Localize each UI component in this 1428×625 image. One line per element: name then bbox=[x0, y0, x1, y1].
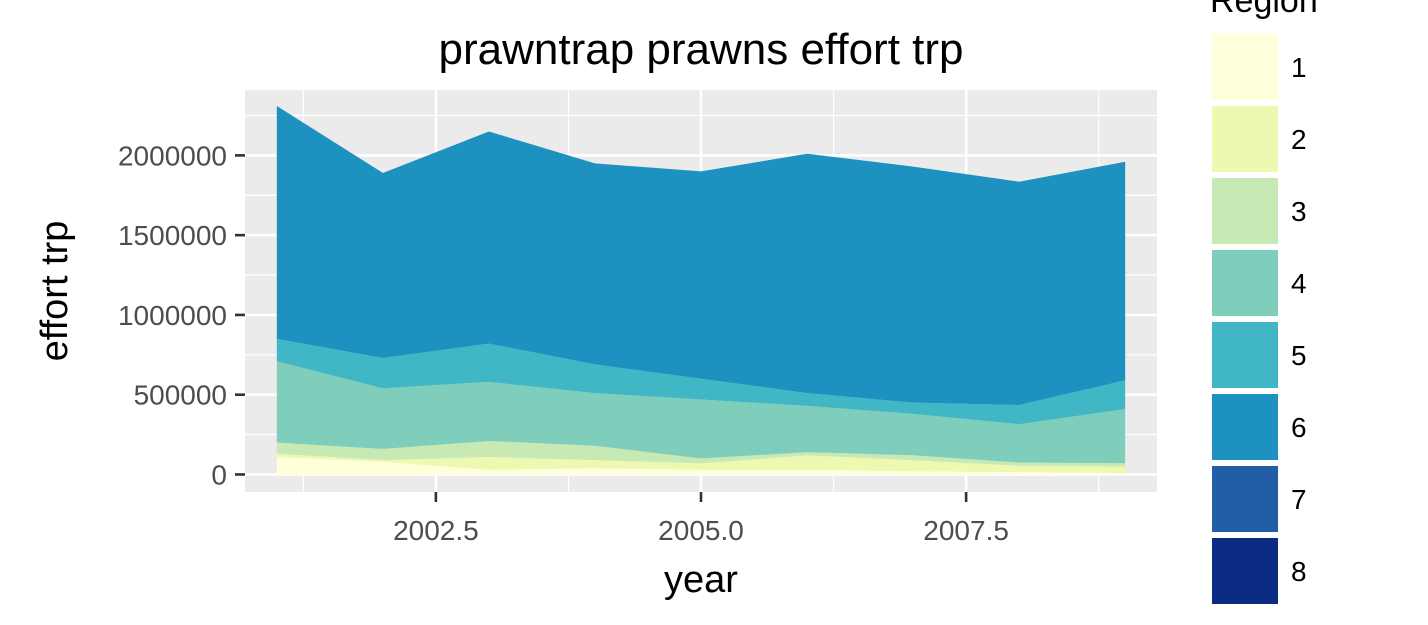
y-tick-label-1: 500000 bbox=[134, 380, 227, 411]
legend-label-6: 6 bbox=[1291, 412, 1307, 443]
area-layers bbox=[276, 105, 1126, 475]
legend-key-1 bbox=[1212, 34, 1278, 100]
y-tick-label-0: 0 bbox=[211, 459, 227, 490]
legend-key-6 bbox=[1212, 394, 1278, 460]
legend-key-7 bbox=[1212, 466, 1278, 532]
legend-label-8: 8 bbox=[1291, 556, 1307, 587]
legend-label-3: 3 bbox=[1291, 196, 1307, 227]
y-tick-label-2: 1000000 bbox=[118, 300, 227, 331]
area-region-6 bbox=[276, 105, 1126, 406]
area-region-4 bbox=[276, 361, 1126, 464]
legend-key-4 bbox=[1212, 250, 1278, 316]
legend-label-4: 4 bbox=[1291, 268, 1307, 299]
x-tick-label-2: 2007.5 bbox=[923, 515, 1009, 546]
x-tick-label-0: 2002.5 bbox=[393, 515, 479, 546]
legend-key-8 bbox=[1212, 538, 1278, 604]
legend-label-1: 1 bbox=[1291, 52, 1307, 83]
y-tick-label-3: 1500000 bbox=[118, 220, 227, 251]
area-region-1 bbox=[276, 456, 1126, 475]
x-tick-label-1: 2005.0 bbox=[658, 515, 744, 546]
area-region-2 bbox=[276, 453, 1126, 473]
legend-label-7: 7 bbox=[1291, 484, 1307, 515]
legend-key-2 bbox=[1212, 106, 1278, 172]
legend-label-5: 5 bbox=[1291, 340, 1307, 371]
legend-label-2: 2 bbox=[1291, 124, 1307, 155]
legend-key-3 bbox=[1212, 178, 1278, 244]
area-region-5 bbox=[276, 338, 1126, 425]
x-axis: 2002.5 2005.0 2007.5 bbox=[393, 492, 1009, 546]
chart-title: prawntrap prawns effort trp bbox=[439, 25, 964, 74]
legend-title: Region bbox=[1210, 0, 1318, 20]
y-axis-title: effort trp bbox=[34, 221, 76, 362]
y-tick-label-4: 2000000 bbox=[118, 140, 227, 171]
legend-key-5 bbox=[1212, 322, 1278, 388]
x-axis-title: year bbox=[664, 559, 738, 601]
y-axis: 0 500000 1000000 1500000 2000000 bbox=[118, 140, 245, 490]
legend: Region 1 2 3 4 5 6 7 8 bbox=[1210, 0, 1318, 604]
area-region-3 bbox=[276, 440, 1126, 467]
